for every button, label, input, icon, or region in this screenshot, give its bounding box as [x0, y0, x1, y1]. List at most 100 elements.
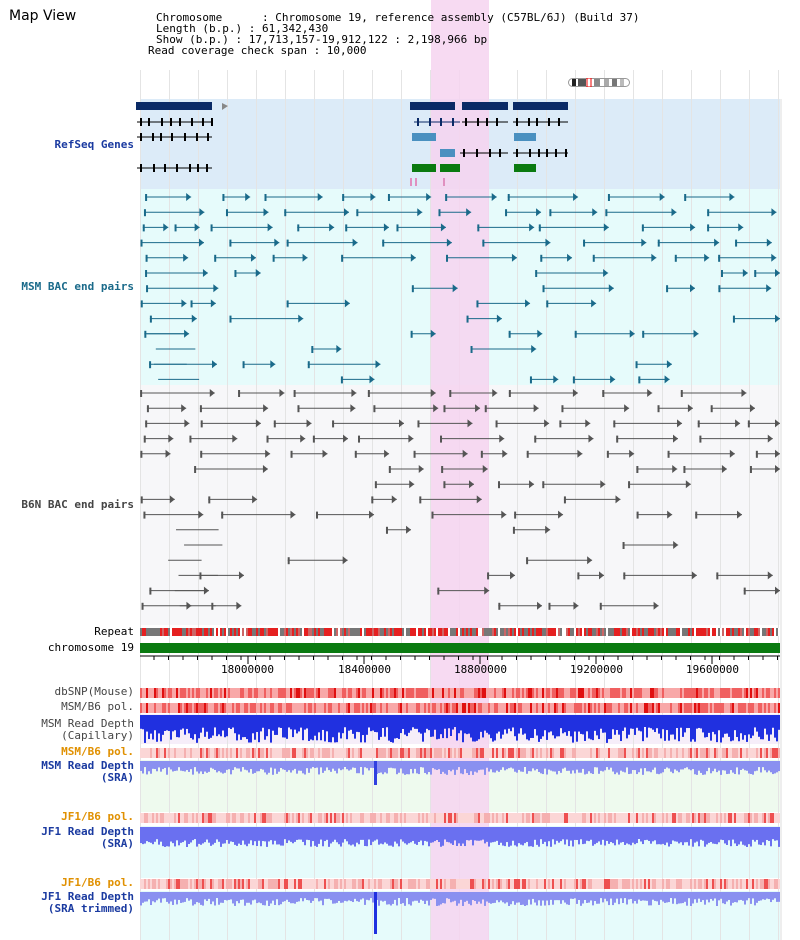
chromosome-ideogram[interactable]: [529, 53, 630, 88]
jf1-b6-pol-bar: [470, 879, 472, 889]
jf1-b6-pol-bar: [278, 879, 280, 889]
msm-read-depth-sra-label[interactable]: MSM Read Depth: [41, 759, 134, 772]
msm-b6-pol-bar: [702, 703, 704, 713]
jf1-b6-pol-bar: [564, 879, 566, 889]
jf1-depth-trim-bar: [628, 892, 630, 900]
jf1-b6-pol-bar: [200, 813, 202, 823]
msm-depth-capillary-bar: [566, 715, 568, 736]
msm-b6-pol-bar: [650, 703, 652, 713]
jf1-depth-sra-bar: [308, 827, 310, 841]
jf1-depth-sra-bar: [224, 827, 226, 844]
jf1-b6-pol-bar: [616, 813, 618, 823]
dbsnp-label[interactable]: dbSNP(Mouse): [54, 685, 134, 698]
msm-b6-pol-bar: [680, 748, 682, 758]
jf1-b6-pol-bar: [490, 879, 492, 889]
jf1-b6-pol-bar: [546, 879, 548, 889]
jf1-b6-pol-bar: [386, 813, 388, 823]
jf1-b6-pol-bar: [328, 813, 330, 823]
dbsnp-bar: [330, 688, 332, 698]
jf1-b6-pol-label-1[interactable]: JF1/B6 pol.: [61, 810, 134, 823]
jf1-read-depth-sra-label[interactable]: JF1 Read Depth: [41, 825, 134, 838]
jf1-depth-trim-bar: [746, 892, 748, 901]
jf1-b6-pol-bar: [508, 813, 510, 823]
dbsnp-bar: [498, 688, 500, 698]
jf1-depth-sra-bar: [746, 827, 748, 847]
repeat-segment: [418, 628, 420, 636]
jf1-depth-sra-bar: [240, 827, 242, 845]
repeat-segment: [540, 628, 542, 636]
msm-depth-capillary-bar: [756, 715, 758, 732]
msm-depth-sra-bar: [366, 761, 368, 769]
msm-depth-capillary-bar: [390, 715, 392, 742]
jf1-depth-trim-bar: [752, 892, 754, 899]
jf1-b6-pol-bar: [220, 813, 222, 823]
jf1-b6-pol-bar: [680, 879, 682, 889]
msm-bac-end-pairs-label[interactable]: MSM BAC end pairs: [21, 280, 134, 293]
refseq-genes-label[interactable]: RefSeq Genes: [54, 138, 134, 151]
msm-b6-pol-label-2[interactable]: MSM/B6 pol.: [61, 745, 134, 758]
repeat-segment: [270, 628, 272, 636]
dbsnp-bar: [432, 688, 434, 698]
msm-read-depth-capillary-label[interactable]: MSM Read Depth: [41, 717, 134, 730]
jf1-depth-sra-bar: [238, 827, 240, 844]
msm-depth-capillary-bar: [578, 715, 580, 732]
jf1-b6-pol-bar: [242, 879, 244, 889]
msm-b6-pol-bar: [196, 703, 198, 713]
jf1-b6-pol-bar: [750, 879, 752, 889]
msm-depth-sra-bar: [306, 761, 308, 769]
jf1-depth-trim-bar: [462, 892, 464, 906]
msm-b6-pol-bar: [708, 703, 710, 713]
repeat-segment: [674, 628, 676, 636]
msm-b6-pol-label-1[interactable]: MSM/B6 pol.: [61, 700, 134, 713]
msm-depth-capillary-bar: [752, 715, 754, 736]
msm-depth-sra-bar: [710, 761, 712, 774]
msm-depth-sra-bar: [714, 761, 716, 769]
msm-depth-sra-bar: [430, 761, 432, 775]
msm-b6-pol-bar: [582, 748, 584, 758]
jf1-depth-sra-bar: [296, 827, 298, 840]
jf1-b6-pol-bar: [232, 879, 234, 889]
dbsnp-bar: [622, 688, 624, 698]
msm-depth-sra-bar: [690, 761, 692, 771]
msm-bac-pair: [466, 315, 469, 323]
jf1-b6-pol-bar: [352, 879, 354, 889]
msm-b6-pol-bar: [292, 748, 294, 758]
msm-depth-capillary-bar: [198, 715, 200, 739]
jf1-b6-pol-bar: [526, 813, 528, 823]
jf1-read-depth-trimmed-label[interactable]: JF1 Read Depth: [41, 890, 134, 903]
dbsnp-bar: [228, 688, 230, 698]
msm-bac-pair: [638, 376, 641, 384]
dbsnp-bar: [730, 688, 732, 698]
msm-b6-pol-bar: [334, 703, 336, 713]
repeat-segment: [288, 628, 290, 636]
ruler-tick-label: 19200000: [570, 663, 623, 676]
msm-depth-sra-bar: [616, 761, 618, 773]
jf1-b6-pol-bar: [506, 879, 508, 889]
b6n-bac-pair: [409, 480, 415, 489]
msm-bac-pair: [163, 223, 169, 232]
repeat-segment: [518, 628, 520, 636]
msm-b6-pol-bar: [726, 703, 728, 713]
jf1-b6-pol-label-2[interactable]: JF1/B6 pol.: [61, 876, 134, 889]
msm-depth-capillary-bar: [720, 715, 722, 743]
jf1-b6-pol-bar: [384, 879, 386, 889]
jf1-depth-trim-bar: [312, 892, 314, 901]
b6n-bac-end-pairs-label[interactable]: B6N BAC end pairs: [21, 498, 134, 511]
msm-b6-pol-bar: [742, 748, 744, 758]
msm-b6-pol-bar: [178, 748, 180, 758]
msm-depth-sra-bar: [190, 761, 192, 770]
jf1-b6-pol-bar: [470, 813, 472, 823]
msm-depth-capillary-bar: [274, 715, 276, 735]
jf1-depth-sra-bar: [494, 827, 496, 842]
jf1-b6-pol-bar: [492, 879, 494, 889]
jf1-depth-trim-bar: [556, 892, 558, 901]
jf1-b6-pol-bar: [450, 879, 452, 889]
repeat-segment: [776, 628, 778, 636]
repeat-segment: [534, 628, 536, 636]
repeat-segment: [190, 628, 192, 636]
msm-bac-pair: [140, 300, 143, 308]
jf1-b6-pol-bar: [340, 813, 342, 823]
b6n-bac-pair: [141, 602, 144, 610]
repeat-segment: [264, 628, 266, 636]
msm-b6-pol-bar: [594, 748, 596, 758]
